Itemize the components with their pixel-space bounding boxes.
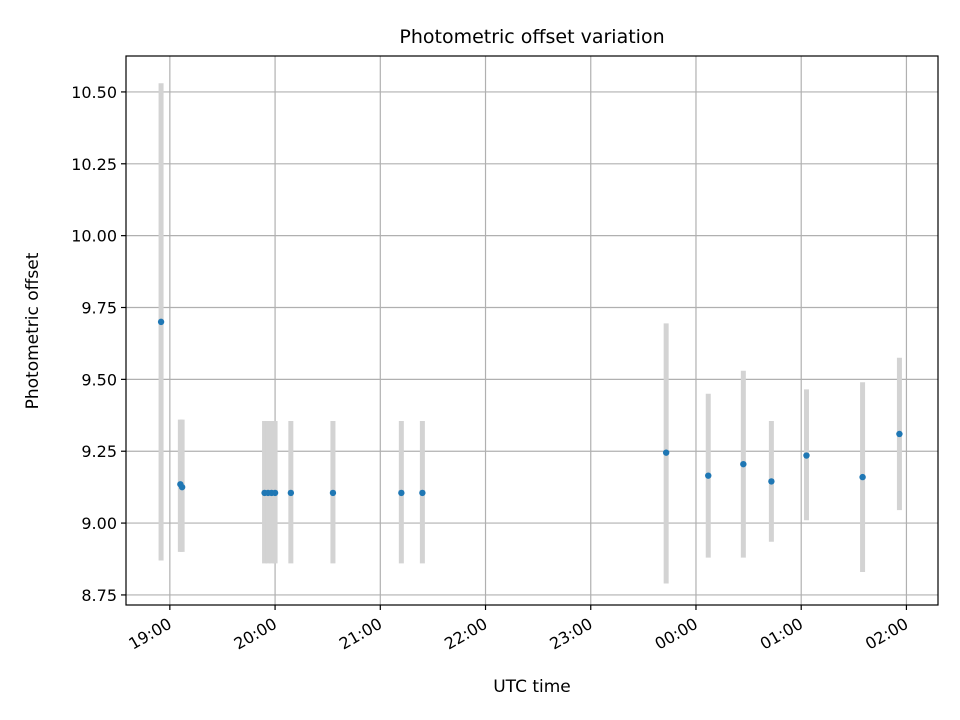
y-tick-label: 9.25 <box>81 442 117 461</box>
data-point <box>178 483 186 491</box>
y-tick-label: 9.75 <box>81 299 117 318</box>
x-tick-label: 00:00 <box>652 614 701 654</box>
y-tick-label: 9.00 <box>81 514 117 533</box>
x-tick-label: 23:00 <box>546 614 595 654</box>
y-tick-label: 10.50 <box>71 83 117 102</box>
x-tick-label: 19:00 <box>125 614 174 654</box>
data-point <box>271 489 279 497</box>
data-point <box>419 489 426 497</box>
data-point <box>896 430 903 438</box>
data-point <box>398 489 405 497</box>
plot-frame <box>125 55 939 606</box>
data-point <box>662 449 670 456</box>
errorbar-layer <box>158 83 902 584</box>
data-point <box>803 452 810 459</box>
y-tick-label: 10.25 <box>71 155 117 174</box>
grid-layer <box>126 56 938 605</box>
data-point <box>740 460 747 468</box>
chart-title: Photometric offset variation <box>399 26 664 48</box>
y-axis-title: Photometric offset <box>23 252 43 409</box>
point-layer <box>157 318 903 497</box>
data-point <box>287 489 295 497</box>
y-tick-label: 9.50 <box>81 370 117 389</box>
data-point <box>705 472 712 479</box>
x-tick-label: 02:00 <box>862 614 911 654</box>
x-tick-label: 21:00 <box>336 614 385 654</box>
x-tick-label: 01:00 <box>757 614 806 654</box>
axis-layer: 19:00 20:00 21:00 22:00 23:00 00:00 01:00 02:00… <box>71 83 911 654</box>
y-tick-label: 8.75 <box>81 586 117 605</box>
data-point <box>329 489 337 497</box>
y-tick-label: 10.00 <box>71 227 117 246</box>
data-point <box>859 473 866 481</box>
x-axis-title: UTC time <box>493 677 571 697</box>
data-point <box>157 318 165 326</box>
data-point <box>768 478 775 485</box>
x-tick-label: 22:00 <box>441 614 490 654</box>
x-tick-label: 20:00 <box>231 614 280 654</box>
